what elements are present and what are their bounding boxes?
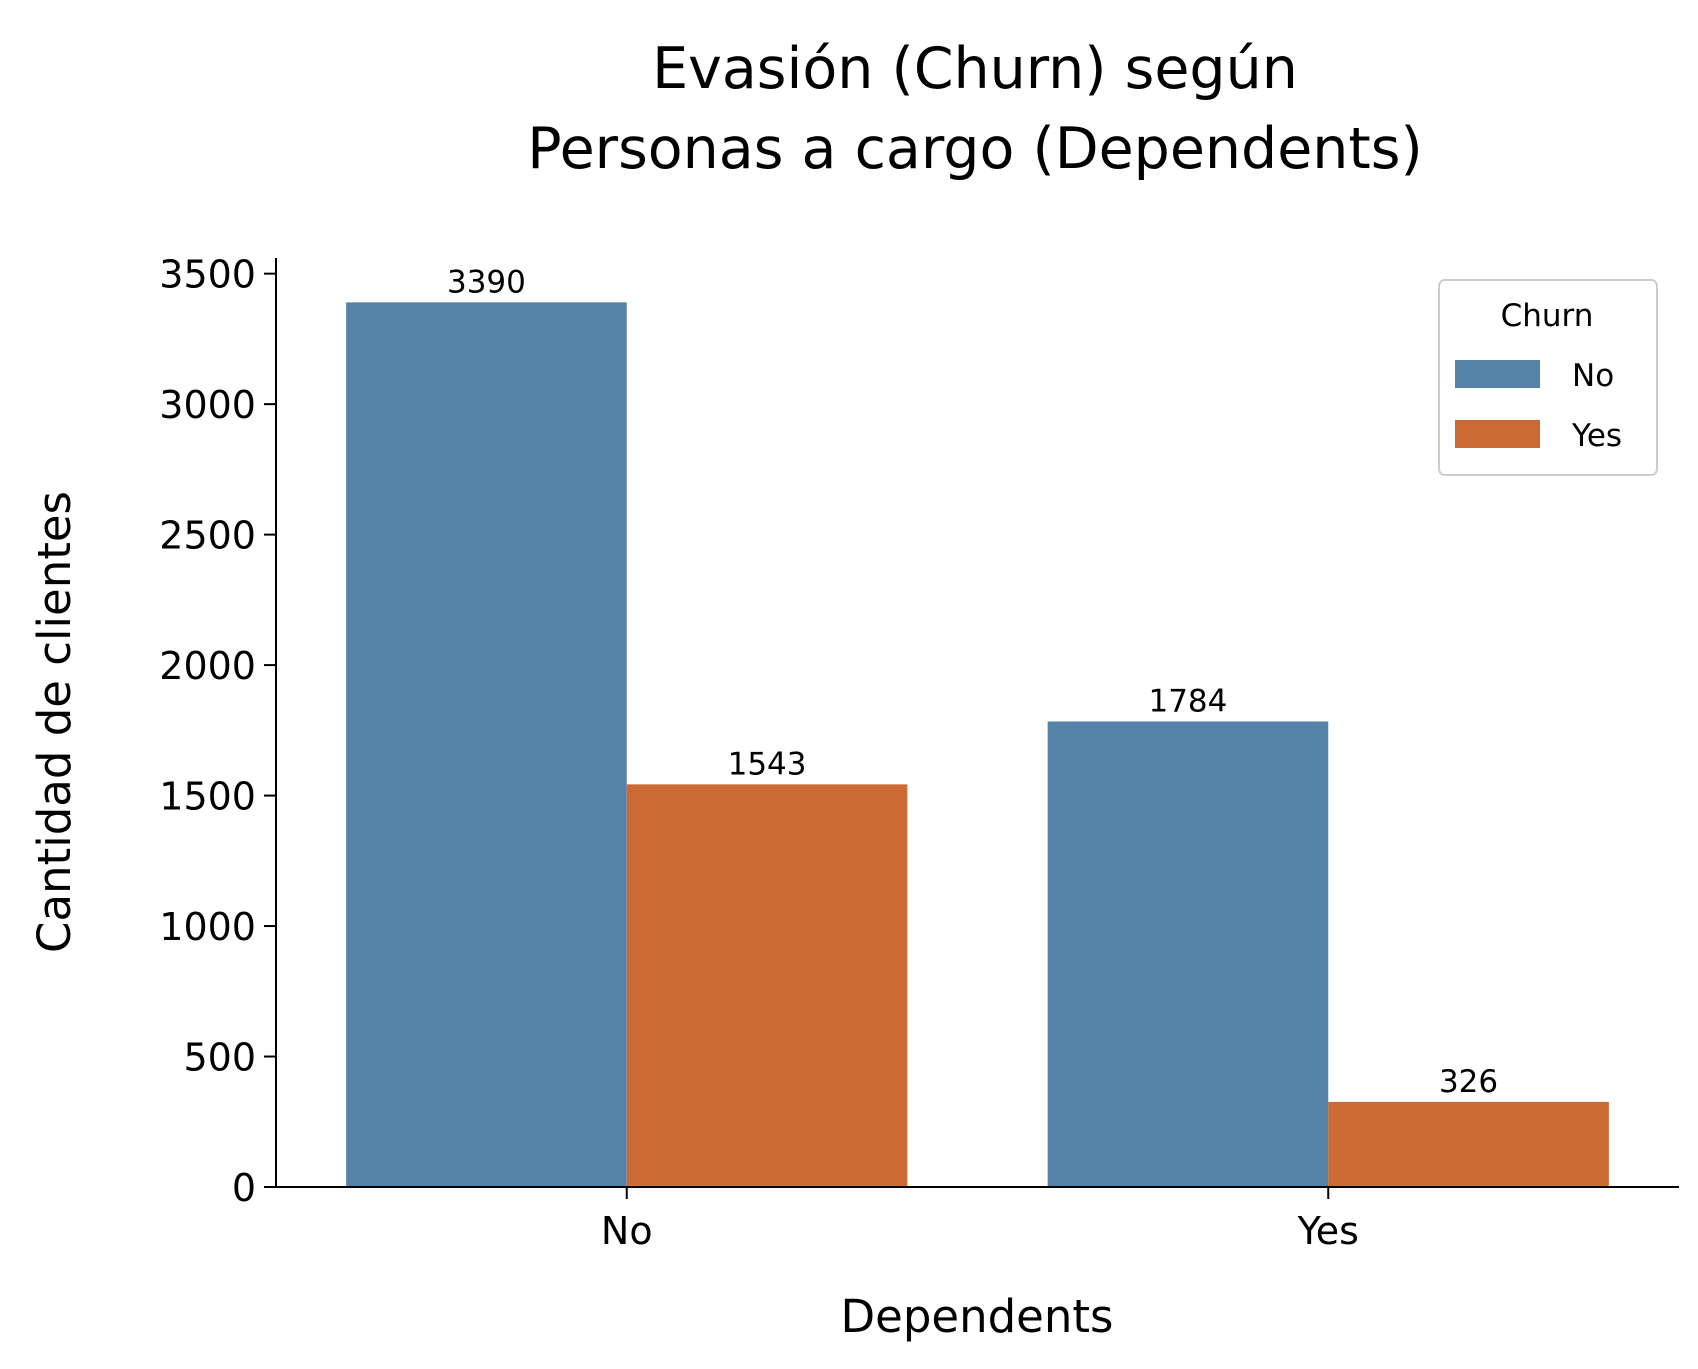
chart-title-line-1: Evasión (Churn) según [652,36,1298,102]
bar-no-no [346,302,627,1187]
y-ticks-group: 0 500 1000 1500 2000 2500 3000 3500 [159,253,276,1210]
x-tick-label: No [601,1209,653,1253]
chart-title-line-2: Personas a cargo (Dependents) [527,116,1422,182]
y-tick-label: 2500 [159,514,256,558]
chart-title: Evasión (Churn) según Personas a cargo (… [527,36,1422,182]
data-label: 1784 [1148,683,1227,719]
y-tick-label: 3000 [159,383,256,427]
legend-item-label: No [1572,358,1614,394]
legend-item-label: Yes [1571,418,1622,454]
y-tick-label: 500 [183,1036,256,1080]
legend-swatch [1455,360,1540,388]
axes-group [275,258,1679,1188]
x-tick-label: Yes [1297,1209,1359,1253]
legend: Churn No Yes [1438,279,1658,476]
legend-title: Churn [1501,298,1594,334]
legend-items: No Yes [1455,358,1622,454]
bars-group [346,302,1609,1187]
legend-swatch [1455,420,1540,448]
data-labels-group: 3390 1784 1543 326 [447,264,1498,1100]
data-label: 326 [1439,1064,1498,1100]
y-tick-label: 1000 [159,905,256,949]
bar-no-yes [626,784,908,1187]
data-label: 1543 [728,746,807,782]
y-tick-label: 1500 [159,775,256,819]
y-tick-label: 0 [232,1166,256,1210]
x-axis-label: Dependents [841,1290,1114,1343]
y-tick-label: 2000 [159,644,256,688]
x-ticks-group: No Yes [601,1187,1359,1253]
y-tick-label: 3500 [159,253,256,297]
y-axis-label: Cantidad de clientes [28,491,81,953]
bar-yes-no [1047,721,1329,1187]
data-label: 3390 [447,264,526,300]
bar-yes-yes [1328,1101,1609,1187]
